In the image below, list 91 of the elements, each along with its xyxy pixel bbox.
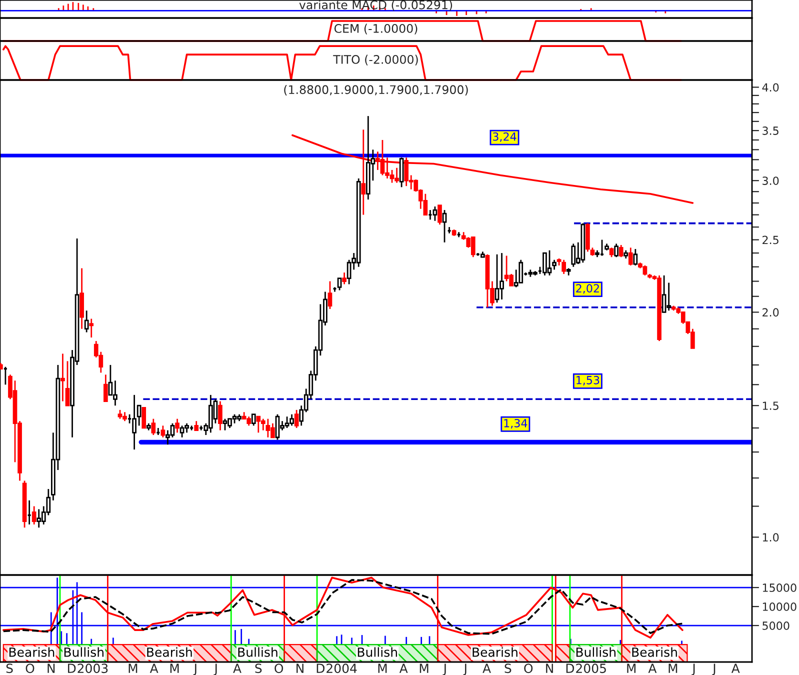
- x-tick-label: 2005: [576, 664, 606, 674]
- x-tick-label: M: [627, 664, 636, 673]
- candlestick: [399, 156, 404, 188]
- candlestick: [136, 404, 142, 426]
- annotation: 1,53: [576, 376, 600, 386]
- band-label: Bearish: [472, 647, 518, 657]
- band-label: Bearish: [147, 647, 192, 657]
- candlestick: [32, 506, 36, 526]
- candlestick: [337, 278, 342, 291]
- candlestick: [442, 209, 447, 244]
- band-label: Bearish: [9, 647, 54, 657]
- band-label: Bullish: [576, 647, 616, 657]
- chart-title: variante MACD (-0.05291): [299, 0, 452, 11]
- candlestick: [432, 206, 438, 222]
- x-tick-label: S: [6, 664, 13, 674]
- y-tick-label: 4.0: [762, 83, 779, 92]
- candlestick: [142, 407, 146, 429]
- y-tick-label: 1.0: [762, 533, 779, 542]
- candlestick: [84, 310, 89, 333]
- x-tick-label: O: [274, 664, 284, 674]
- x-tick-label: J: [442, 664, 446, 675]
- y-tick-label: 2.0: [762, 308, 779, 317]
- x-tick-label: M: [420, 664, 428, 673]
- x-tick-label: J: [692, 664, 695, 675]
- annotation: 2,02: [576, 284, 599, 294]
- candlestick: [251, 414, 256, 426]
- candlestick: [3, 366, 8, 386]
- candlestick: [89, 318, 94, 338]
- candlestick: [194, 420, 199, 431]
- x-tick-label: O: [26, 664, 34, 674]
- band-label: Bullish: [64, 647, 104, 657]
- x-tick-label: D: [68, 664, 76, 673]
- candlestick: [628, 246, 633, 266]
- x-tick-label: A: [233, 664, 242, 673]
- annotation: 1,34: [504, 418, 528, 428]
- candlestick: [609, 246, 614, 258]
- x-tick-label: N: [296, 664, 304, 673]
- x-tick-label: S: [255, 664, 262, 674]
- y-tick-label: 1.5: [762, 402, 778, 410]
- y-tick-label: 3.0: [762, 176, 779, 185]
- annotation: 3,24: [492, 132, 516, 142]
- x-tick-label: M: [170, 664, 179, 673]
- y-tick-label: 5000: [762, 622, 790, 630]
- candlestick: [104, 374, 108, 402]
- candlestick: [132, 394, 136, 450]
- chart-title: (1.8800,1.9000,1.7900,1.7900): [284, 84, 468, 96]
- candlestick: [633, 248, 638, 266]
- x-tick-label: M: [128, 664, 138, 673]
- x-tick-label: M: [378, 664, 387, 673]
- x-tick-label: N: [48, 664, 55, 673]
- candlestick: [562, 259, 566, 275]
- x-tick-label: A: [731, 664, 740, 673]
- x-tick-label: J: [712, 664, 716, 675]
- x-tick-label: D: [316, 664, 325, 673]
- y-tick-label: 2.5: [762, 236, 778, 244]
- candlestick: [60, 352, 65, 402]
- x-tick-label: S: [504, 664, 512, 674]
- band-label: Bearish: [632, 647, 677, 657]
- x-tick-label: A: [150, 664, 158, 673]
- candlestick: [80, 268, 84, 330]
- x-tick-label: A: [399, 664, 408, 673]
- candlestick: [160, 424, 166, 438]
- candlestick: [294, 409, 299, 429]
- x-tick-label: 2004: [326, 664, 357, 674]
- band-label: Bullish: [358, 647, 397, 657]
- candlestick: [614, 242, 618, 258]
- y-tick-label: 10000: [762, 602, 796, 611]
- x-tick-label: D: [566, 664, 574, 673]
- candlestick: [218, 400, 222, 431]
- x-tick-label: J: [193, 664, 196, 675]
- candlestick: [65, 360, 70, 406]
- text: TITO (-2.0000): [333, 54, 418, 66]
- candlestick: [328, 280, 332, 310]
- y-tick-label: 15000: [762, 584, 796, 592]
- x-tick-label: 2003: [78, 664, 108, 674]
- y-tick-label: 3.5: [762, 126, 778, 135]
- candlestick: [175, 418, 180, 434]
- chart-title: CEM (-1.0000): [334, 24, 418, 34]
- x-tick-label: M: [668, 664, 678, 673]
- candlestick: [151, 418, 156, 436]
- band-label: Bullish: [238, 647, 278, 657]
- x-tick-label: O: [524, 664, 533, 674]
- candlestick: [552, 259, 556, 270]
- x-tick-label: A: [648, 664, 657, 673]
- candlestick: [438, 204, 442, 226]
- x-tick-label: J: [463, 664, 466, 675]
- x-tick-label: N: [546, 664, 553, 673]
- x-tick-label: A: [482, 664, 491, 673]
- candlestick: [618, 244, 624, 258]
- candlestick: [342, 272, 346, 285]
- x-tick-label: J: [214, 664, 217, 675]
